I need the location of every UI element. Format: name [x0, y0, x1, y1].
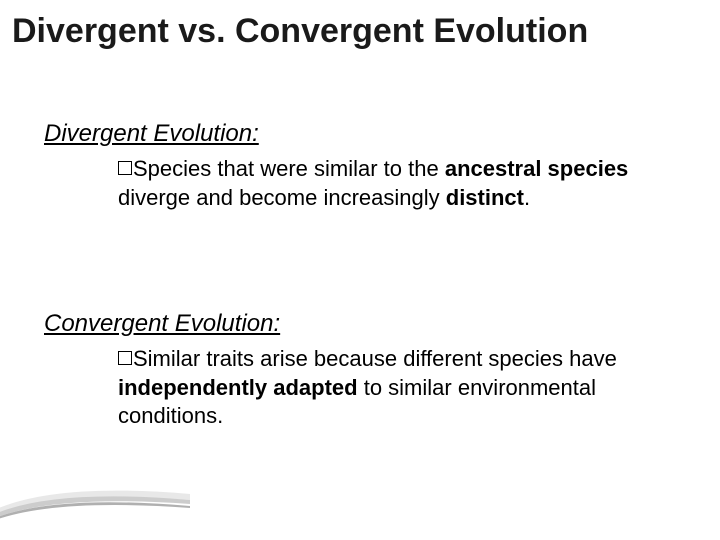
checkbox-icon [118, 161, 132, 175]
decorative-swoosh-icon [0, 482, 190, 522]
section-heading-divergent: Divergent Evolution: [44, 120, 259, 148]
slide: Divergent vs. Convergent Evolution Diver… [0, 0, 720, 540]
bold-term: ancestral species [445, 156, 628, 181]
bullet-lead: Similar [133, 346, 200, 371]
bullet-convergent: Similar traits arise because different s… [118, 345, 660, 431]
text-part: traits arise because different species h… [200, 346, 617, 371]
text-part: . [524, 185, 530, 210]
text-part: that were similar to the [211, 156, 445, 181]
page-title: Divergent vs. Convergent Evolution [12, 12, 708, 51]
text-part: diverge and become increasingly [118, 185, 446, 210]
section-heading-convergent: Convergent Evolution: [44, 310, 280, 338]
bold-term: independently adapted [118, 375, 358, 400]
bullet-divergent: Species that were similar to the ancestr… [118, 155, 660, 212]
bullet-lead: Species [133, 156, 211, 181]
bold-term: distinct [446, 185, 524, 210]
checkbox-icon [118, 351, 132, 365]
